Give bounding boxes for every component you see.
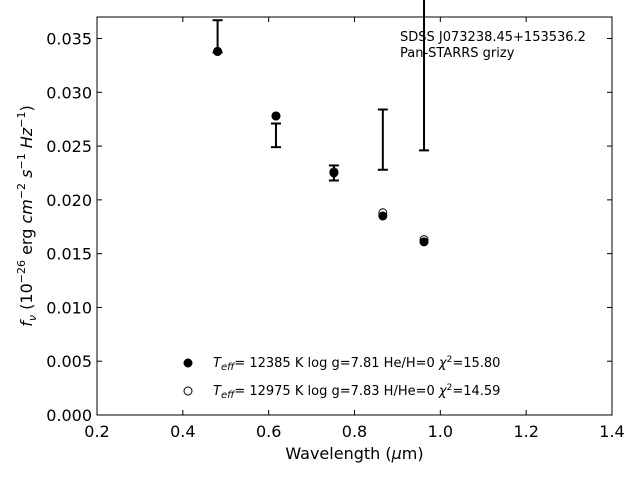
- x-axis-label: Wavelength (μm): [285, 444, 423, 463]
- x-tick-label: 0.4: [170, 422, 195, 441]
- legend-1-chi-sup: 2: [447, 355, 453, 365]
- y-tick-label: 0.020: [46, 191, 92, 210]
- legend-entry-2: Teff= 12975 K log g=7.83 H/He=0 χ2=14.59: [213, 383, 500, 401]
- y-tick-labels: 0.000 0.005 0.010 0.015 0.020 0.025 0.030 0.035: [46, 30, 92, 425]
- error-bars: [212, 0, 430, 182]
- x-tick-label: 0.8: [342, 422, 367, 441]
- x-tick-labels: 0.2 0.4 0.6 0.8 1.0 1.2 1.4: [84, 422, 624, 441]
- x-tick-label: 0.6: [256, 422, 281, 441]
- errorbar: [419, 0, 430, 152]
- x-tick-label: 1.2: [513, 422, 538, 441]
- point-filled: [271, 111, 281, 121]
- legend-2-chi: χ: [438, 384, 448, 399]
- y-tick-label: 0.025: [46, 137, 92, 156]
- legend-marker-filled: [183, 358, 193, 368]
- legend-1-chi-value: =15.80: [452, 356, 500, 371]
- errorbar: [377, 108, 388, 171]
- y-tick-label: 0.015: [46, 245, 92, 264]
- legend-marker-open: [183, 386, 193, 396]
- y-tick-label: 0.035: [46, 30, 92, 49]
- annotation-survey: Pan-STARRS grizy: [400, 46, 515, 61]
- legend-1-chi: χ: [438, 356, 448, 371]
- data-markers: [213, 46, 429, 247]
- point-filled: [378, 211, 388, 221]
- errorbar: [270, 122, 281, 149]
- legend-2-params: = 12975 K log g=7.83 H/He=0: [234, 384, 439, 399]
- legend-1-teff-sub: eff: [221, 362, 236, 373]
- legend-1-teff-t: T: [213, 356, 222, 371]
- annotation-object-name: SDSS J073238.45+153536.2: [400, 30, 586, 45]
- legend: Teff= 12385 K log g=7.81 He/H=0 χ2=15.80…: [183, 355, 500, 401]
- point-filled: [419, 237, 429, 247]
- legend-2-chi-value: =14.59: [452, 384, 500, 399]
- legend-2-teff-t: T: [213, 384, 222, 399]
- x-tick-label: 1.4: [599, 422, 624, 441]
- y-tick-label: 0.030: [46, 83, 92, 102]
- point-filled: [329, 168, 339, 178]
- axis-ticks: [96, 17, 613, 416]
- y-tick-label: 0.000: [46, 406, 92, 425]
- x-tick-label: 1.0: [428, 422, 453, 441]
- point-filled: [213, 46, 223, 56]
- y-axis-label: fν (10−26 erg cm−2 s−1 Hz−1): [15, 105, 39, 326]
- legend-2-chi-sup: 2: [447, 383, 453, 393]
- y-tick-label: 0.005: [46, 352, 92, 371]
- legend-1-params: = 12385 K log g=7.81 He/H=0: [234, 356, 439, 371]
- x-tick-label: 0.2: [84, 422, 109, 441]
- legend-2-teff-sub: eff: [221, 390, 236, 401]
- y-tick-label: 0.010: [46, 298, 92, 317]
- legend-entry-1: Teff= 12385 K log g=7.81 He/H=0 χ2=15.80: [213, 355, 500, 373]
